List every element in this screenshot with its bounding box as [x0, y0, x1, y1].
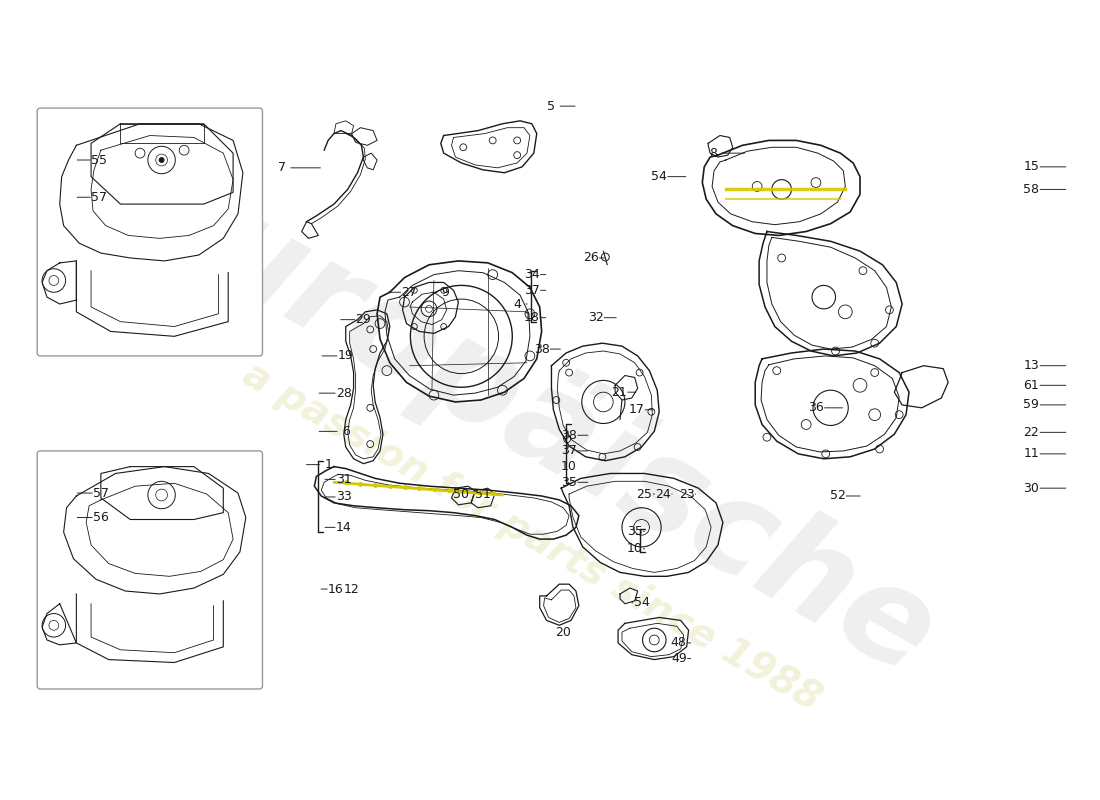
Text: 25: 25 — [637, 487, 652, 501]
Text: 26: 26 — [583, 251, 598, 265]
Text: 36: 36 — [808, 402, 824, 414]
Text: 35: 35 — [561, 476, 578, 489]
Text: 16: 16 — [328, 582, 344, 595]
Text: 37: 37 — [561, 445, 578, 458]
FancyBboxPatch shape — [37, 451, 263, 689]
Text: 13: 13 — [1024, 359, 1040, 372]
Text: 51: 51 — [475, 487, 491, 501]
Text: 5: 5 — [548, 100, 556, 113]
Text: 56: 56 — [92, 511, 109, 524]
Text: 20: 20 — [556, 626, 571, 638]
Text: 7: 7 — [278, 162, 286, 174]
Text: 57: 57 — [91, 190, 107, 204]
Text: 58: 58 — [1023, 183, 1040, 196]
Text: 37: 37 — [524, 284, 540, 297]
Text: 59: 59 — [1023, 398, 1040, 411]
Text: 14: 14 — [336, 521, 352, 534]
Text: 38: 38 — [561, 429, 578, 442]
Text: 57: 57 — [92, 486, 109, 499]
Text: 35: 35 — [627, 525, 642, 538]
Text: 38: 38 — [534, 342, 550, 355]
Text: europäische: europäische — [107, 137, 957, 702]
Text: 50: 50 — [453, 487, 470, 501]
Text: 24: 24 — [656, 487, 671, 501]
Text: 48: 48 — [671, 637, 686, 650]
FancyBboxPatch shape — [37, 108, 263, 356]
Text: 21: 21 — [612, 386, 627, 398]
Text: 30: 30 — [1023, 482, 1040, 494]
Text: 11: 11 — [1024, 447, 1040, 460]
Text: 19: 19 — [338, 350, 353, 362]
Circle shape — [158, 157, 165, 163]
Text: 31: 31 — [336, 473, 352, 486]
Text: 49: 49 — [671, 652, 686, 665]
Text: 10: 10 — [561, 460, 578, 473]
Text: 22: 22 — [1024, 426, 1040, 439]
Text: 23: 23 — [679, 487, 694, 501]
Text: a passion for parts since 1988: a passion for parts since 1988 — [236, 355, 827, 719]
Text: 15: 15 — [1023, 160, 1040, 174]
Text: 9: 9 — [442, 286, 450, 298]
Text: 1: 1 — [324, 458, 332, 471]
Text: 54: 54 — [634, 596, 649, 610]
Text: 4: 4 — [514, 298, 521, 310]
Text: 55: 55 — [91, 154, 107, 166]
Text: 18: 18 — [524, 311, 540, 324]
Text: 8: 8 — [710, 146, 717, 160]
Text: 28: 28 — [336, 386, 352, 400]
Text: 6: 6 — [342, 425, 350, 438]
Text: 32: 32 — [587, 311, 604, 324]
Text: 34: 34 — [524, 268, 540, 281]
Text: 27: 27 — [402, 286, 417, 298]
Text: 10: 10 — [627, 542, 642, 555]
Text: 54: 54 — [651, 170, 667, 183]
Text: 61: 61 — [1024, 379, 1040, 392]
Text: 29: 29 — [355, 313, 372, 326]
Text: 12: 12 — [343, 582, 360, 595]
Text: 17: 17 — [629, 403, 645, 416]
Text: 52: 52 — [829, 490, 846, 502]
Text: 33: 33 — [336, 490, 352, 503]
